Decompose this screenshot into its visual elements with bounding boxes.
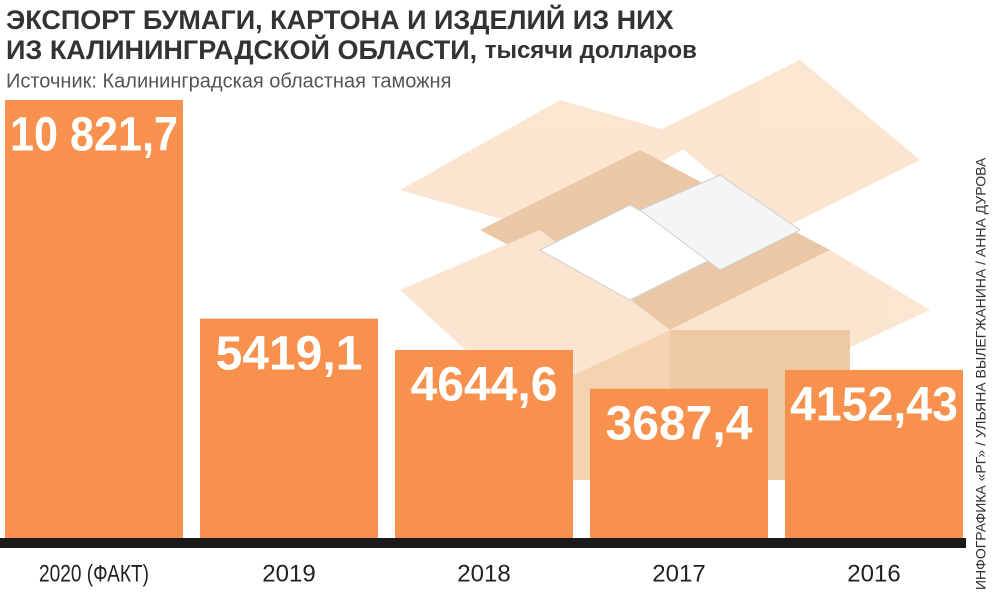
credit: ИНФОГРАФИКА «РГ» / УЛЬЯНА ВЫЛЕГЖАНИНА / … [973,157,989,590]
box-flap [660,60,920,230]
bar [785,369,963,538]
source: Источник: Калининградская областная тамо… [6,70,451,92]
paper [639,174,801,271]
baseline [0,538,966,548]
x-tick-label: 2019 [262,560,315,587]
value-label: 10 821,7 [10,109,178,162]
bar [5,100,183,538]
x-tick-label: 2018 [457,560,510,587]
value-label: 5419,1 [216,327,363,380]
x-tick-label: 2017 [652,560,705,587]
x-tick-label: 2020 (ФАКТ) [39,560,149,587]
value-label: 4644,6 [411,359,558,412]
bar [200,318,378,538]
x-tick-label: 2016 [847,560,900,587]
box-flap [400,230,670,400]
title: ИЗ КАЛИНИНГРАДСКОЙ ОБЛАСТИ, тысячи долла… [6,34,697,65]
value-label: 4152,43 [790,379,958,432]
bar [395,350,573,538]
title-line: ИЗ КАЛИНИНГРАДСКОЙ ОБЛАСТИ, [6,34,477,65]
value-label: 3687,4 [606,397,753,450]
unit: тысячи долларов [485,37,697,64]
bar [590,388,768,538]
title: ЭКСПОРТ БУМАГИ, КАРТОНА И ИЗДЕЛИЙ ИЗ НИХ [6,4,674,35]
box-flap [400,100,700,230]
